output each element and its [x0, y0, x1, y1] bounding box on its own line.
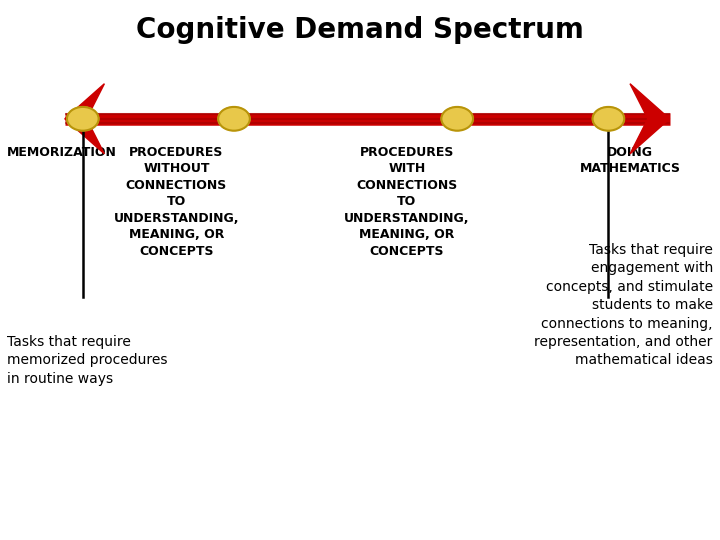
Text: PROCEDURES
WITHOUT
CONNECTIONS
TO
UNDERSTANDING,
MEANING, OR
CONCEPTS: PROCEDURES WITHOUT CONNECTIONS TO UNDERS…	[114, 146, 239, 258]
Text: DOING
MATHEMATICS: DOING MATHEMATICS	[580, 146, 680, 176]
Text: Tasks that require
engagement with
concepts, and stimulate
students to make
conn: Tasks that require engagement with conce…	[534, 243, 713, 367]
Polygon shape	[630, 84, 670, 154]
Text: PROCEDURES
WITH
CONNECTIONS
TO
UNDERSTANDING,
MEANING, OR
CONCEPTS: PROCEDURES WITH CONNECTIONS TO UNDERSTAN…	[344, 146, 469, 258]
Text: MEMORIZATION: MEMORIZATION	[7, 146, 117, 159]
Circle shape	[593, 107, 624, 131]
Circle shape	[218, 107, 250, 131]
Text: Tasks that require
memorized procedures
in routine ways: Tasks that require memorized procedures …	[7, 335, 168, 386]
Circle shape	[441, 107, 473, 131]
Polygon shape	[65, 84, 104, 154]
Circle shape	[67, 107, 99, 131]
Text: Cognitive Demand Spectrum: Cognitive Demand Spectrum	[136, 16, 584, 44]
